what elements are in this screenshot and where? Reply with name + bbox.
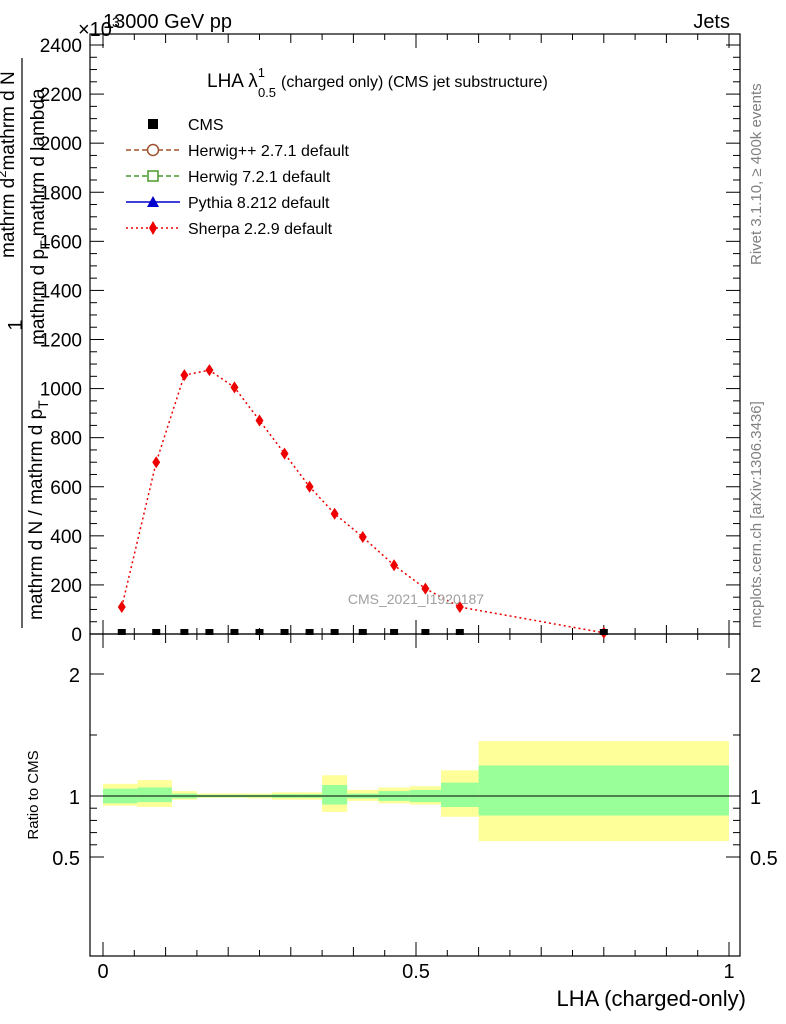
cms-point bbox=[280, 629, 289, 635]
cms-point bbox=[230, 629, 239, 635]
cms-point bbox=[255, 629, 264, 635]
cms-point bbox=[330, 629, 339, 635]
energy-label: 13000 GeV pp bbox=[103, 11, 232, 33]
cms-point bbox=[358, 629, 367, 635]
sherpa-point bbox=[390, 559, 399, 572]
sherpa-point bbox=[255, 414, 264, 427]
sherpa-point bbox=[180, 369, 189, 382]
y-tick-label: 2200 bbox=[40, 85, 82, 106]
legend-item-pythia: Pythia 8.212 default bbox=[126, 195, 330, 212]
sherpa-series bbox=[117, 364, 608, 639]
y-tick-label: 1000 bbox=[40, 380, 82, 401]
legend-label-sherpa: Sherpa 2.2.9 default bbox=[188, 221, 333, 238]
cms-point bbox=[305, 629, 314, 635]
legend-label-pythia: Pythia 8.212 default bbox=[188, 195, 330, 212]
y-tick-label: 2000 bbox=[40, 134, 82, 155]
y-tick-label: 1800 bbox=[40, 183, 82, 204]
ratio-tick-label-right: 0.5 bbox=[750, 848, 778, 870]
x-axis-label: LHA (charged-only) bbox=[556, 986, 746, 1011]
x-tick-label: 1 bbox=[723, 961, 734, 983]
legend-item-cms: CMS bbox=[148, 117, 224, 134]
sherpa-point bbox=[305, 480, 314, 493]
process-label: Jets bbox=[693, 11, 730, 33]
cms-point bbox=[205, 629, 214, 635]
cms-point bbox=[180, 629, 189, 635]
scale-factor-label: ×103 bbox=[78, 14, 120, 41]
y-tick-label: 2400 bbox=[40, 36, 82, 57]
legend-item-herwigpp: Herwig++ 2.7.1 default bbox=[126, 143, 350, 160]
cms-point bbox=[599, 629, 608, 635]
cms-point bbox=[117, 629, 126, 635]
legend: CMS Herwig++ 2.7.1 default Herwig 7.2.1 de… bbox=[126, 117, 350, 238]
sherpa-point bbox=[205, 364, 214, 377]
cms-series bbox=[117, 629, 608, 635]
ratio-tick-label: 0.5 bbox=[52, 848, 80, 870]
cms-point bbox=[421, 629, 430, 635]
cms-point bbox=[455, 629, 464, 635]
ratio-band-inner bbox=[441, 782, 479, 807]
legend-label-herwigpp: Herwig++ 2.7.1 default bbox=[188, 143, 350, 160]
legend-marker-pythia bbox=[147, 196, 159, 207]
y-tick-label: 0 bbox=[71, 625, 82, 646]
sherpa-point bbox=[152, 456, 161, 469]
main-y-ticks: 0 200 400 600 800 1000 1200 1400 1600 1800 2000 220… bbox=[40, 36, 740, 646]
legend-item-sherpa: Sherpa 2.2.9 default bbox=[126, 221, 333, 238]
y-tick-label: 1400 bbox=[40, 281, 82, 302]
cms-point bbox=[152, 629, 161, 635]
ratio-tick-label: 2 bbox=[69, 665, 80, 687]
sherpa-point bbox=[280, 447, 289, 460]
ratio-bands bbox=[103, 741, 729, 842]
ratio-band-inner bbox=[478, 765, 729, 816]
sherpa-point bbox=[117, 601, 126, 614]
ratio-tick-label-right: 1 bbox=[750, 787, 761, 809]
x-tick-label: 0 bbox=[97, 961, 108, 983]
sherpa-point bbox=[455, 601, 464, 614]
legend-marker-herwigpp bbox=[146, 143, 160, 157]
legend-label-cms: CMS bbox=[188, 117, 224, 134]
y-axis-denominator: mathrm d N / mathrm d pT bbox=[26, 400, 51, 620]
ratio-band-inner bbox=[322, 785, 348, 805]
x-tick-label: 0.5 bbox=[402, 961, 430, 983]
sherpa-point bbox=[358, 531, 367, 544]
y-axis-one: 1 bbox=[5, 319, 27, 330]
analysis-watermark: CMS_2021_I1920187 bbox=[348, 591, 484, 607]
y-tick-label: 600 bbox=[50, 478, 82, 499]
sherpa-point bbox=[330, 507, 339, 520]
ratio-axis-label: Ratio to CMS bbox=[25, 750, 42, 839]
y-tick-label: 400 bbox=[50, 527, 82, 548]
ratio-band-inner bbox=[137, 787, 172, 803]
legend-marker-cms bbox=[148, 119, 158, 129]
legend-marker-sherpa bbox=[149, 221, 157, 235]
legend-item-herwig7: Herwig 7.2.1 default bbox=[126, 169, 331, 186]
plot-title: LHA λ1 0.5(charged only) (CMS jet substru… bbox=[207, 65, 548, 100]
y-axis-numerator-tail: mathrm d pTmathrm d lambda bbox=[28, 88, 53, 345]
y-axis-label: 1 mathrm d N / mathrm d pT mathrm d2math… bbox=[0, 58, 53, 628]
y-axis-numerator: mathrm d2mathrm d N bbox=[0, 71, 19, 258]
y-tick-label: 200 bbox=[50, 576, 82, 597]
sherpa-line bbox=[121, 369, 604, 634]
ratio-frame bbox=[89, 633, 741, 957]
ratio-y-ticks: 0.5 0.5 1 1 2 2 bbox=[52, 665, 778, 870]
x-ticks: 0 0.5 1 bbox=[97, 34, 735, 983]
y-tick-label: 800 bbox=[50, 429, 82, 450]
cms-point bbox=[390, 629, 399, 635]
ratio-tick-label: 1 bbox=[69, 787, 80, 809]
ratio-tick-label-right: 2 bbox=[750, 665, 761, 687]
sherpa-point bbox=[230, 381, 239, 394]
legend-marker-herwig7 bbox=[147, 170, 159, 182]
legend-label-herwig7: Herwig 7.2.1 default bbox=[188, 169, 331, 186]
y-tick-label: 1200 bbox=[40, 331, 82, 352]
mcplots-label: mcplots.cern.ch [arXiv:1306.3436] bbox=[748, 401, 765, 628]
rivet-label: Rivet 3.1.10, ≥ 400k events bbox=[748, 83, 765, 265]
y-tick-label: 1600 bbox=[40, 232, 82, 253]
sherpa-point bbox=[421, 582, 430, 595]
